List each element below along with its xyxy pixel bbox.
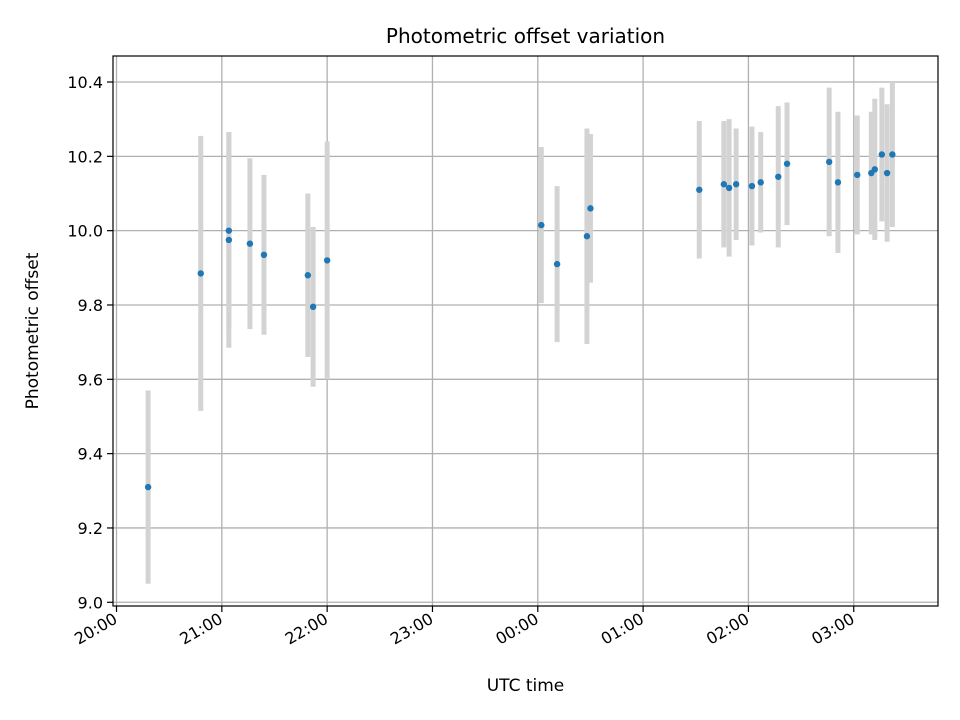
y-axis-label: Photometric offset — [23, 252, 43, 409]
point-layer — [144, 151, 896, 491]
data-point — [225, 236, 233, 244]
data-point — [260, 251, 268, 259]
y-tick-label: 9.4 — [78, 445, 103, 464]
data-point — [883, 169, 891, 177]
data-point — [323, 257, 331, 264]
data-point — [834, 179, 842, 186]
plot-frame — [112, 55, 939, 607]
data-point — [696, 186, 703, 193]
data-point — [144, 483, 152, 491]
y-tick-label: 9.8 — [78, 296, 103, 315]
y-tick-label: 9.6 — [78, 370, 103, 389]
data-point — [587, 205, 594, 212]
data-point — [538, 221, 545, 229]
data-point — [583, 233, 591, 240]
data-point — [225, 227, 233, 234]
data-point — [878, 151, 886, 158]
data-point — [304, 272, 312, 279]
data-point — [757, 179, 764, 186]
data-point — [889, 151, 896, 158]
data-point — [871, 166, 879, 173]
data-point — [775, 173, 782, 180]
data-point — [246, 240, 254, 247]
data-point — [553, 260, 561, 268]
data-point — [854, 171, 861, 179]
data-point — [309, 303, 317, 311]
data-point — [197, 270, 204, 277]
chart-title: Photometric offset variation — [386, 24, 665, 48]
y-tick-label: 10.0 — [67, 222, 103, 241]
y-tick-label: 10.2 — [67, 147, 103, 166]
data-point — [825, 158, 833, 166]
y-tick-label: 9.0 — [78, 593, 103, 612]
x-axis-label: UTC time — [487, 676, 565, 696]
y-tick-label: 9.2 — [78, 519, 103, 538]
data-point — [732, 181, 740, 188]
data-point — [783, 160, 791, 167]
data-point — [725, 184, 733, 192]
data-point — [720, 181, 728, 188]
y-tick-label: 10.4 — [67, 73, 103, 92]
grid-layer — [113, 56, 938, 606]
data-point — [748, 182, 756, 190]
